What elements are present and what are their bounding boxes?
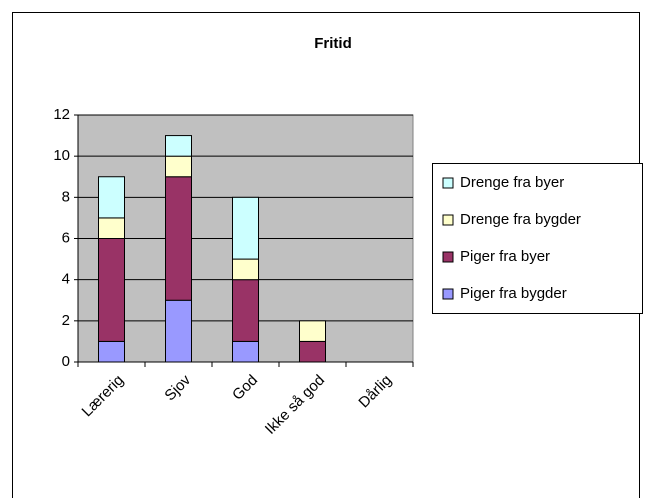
y-tick-label: 4 xyxy=(62,271,70,288)
y-tick-label: 2 xyxy=(62,312,70,329)
legend-swatch xyxy=(442,177,454,189)
bar-segment xyxy=(232,258,259,281)
y-tick-label: 8 xyxy=(62,188,70,205)
legend-label: Piger fra bygder xyxy=(460,285,567,302)
bar-segment xyxy=(299,340,326,363)
chart-title: Fritid xyxy=(314,35,352,52)
bar-segment xyxy=(98,340,125,363)
legend-swatch xyxy=(442,251,454,263)
bar-segment xyxy=(232,196,259,260)
bar-segment xyxy=(232,279,259,342)
y-tick-label: 6 xyxy=(62,229,70,246)
bar-segment xyxy=(165,155,192,178)
y-tick-label: 0 xyxy=(62,353,70,370)
bar-segment xyxy=(165,299,192,363)
bar-segment xyxy=(232,340,259,363)
legend-box xyxy=(432,163,643,314)
bar-segment xyxy=(98,176,125,219)
legend-label: Drenge fra bygder xyxy=(460,211,581,228)
bar-segment xyxy=(98,217,125,240)
legend-label: Drenge fra byer xyxy=(460,174,564,191)
legend-swatch xyxy=(442,288,454,300)
bar-segment xyxy=(98,238,125,342)
bar-segment xyxy=(165,135,192,157)
legend-swatch xyxy=(442,214,454,226)
y-tick-label: 12 xyxy=(53,106,70,123)
bar-segment xyxy=(299,320,326,342)
legend-label: Piger fra byer xyxy=(460,248,550,265)
bar-segment xyxy=(165,176,192,301)
y-tick-label: 10 xyxy=(53,147,70,164)
